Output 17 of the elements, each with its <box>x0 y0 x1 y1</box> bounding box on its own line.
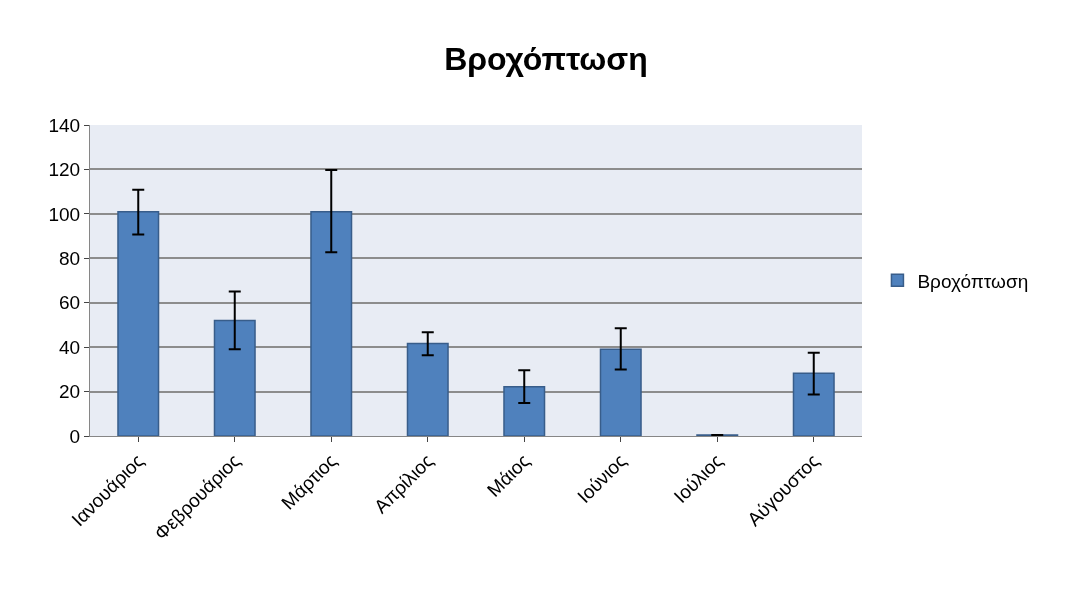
bar <box>310 210 353 436</box>
bar <box>599 348 642 436</box>
y-tick-label: 20 <box>59 381 81 403</box>
bar <box>117 210 160 436</box>
y-tick-label: 100 <box>48 203 81 225</box>
y-tick-label: 80 <box>59 247 81 269</box>
y-tick-label: 120 <box>48 159 81 181</box>
bar <box>503 385 546 436</box>
bar <box>406 342 449 436</box>
chart-title: Βροχόπτωση <box>444 40 648 77</box>
bar <box>792 372 835 436</box>
bar <box>213 319 256 436</box>
y-tick-label: 40 <box>59 336 81 358</box>
legend-label: Βροχόπτωση <box>917 270 1029 292</box>
y-tick-label: 0 <box>69 425 81 447</box>
y-tick-label: 60 <box>59 292 81 314</box>
y-tick-label: 140 <box>48 114 81 136</box>
